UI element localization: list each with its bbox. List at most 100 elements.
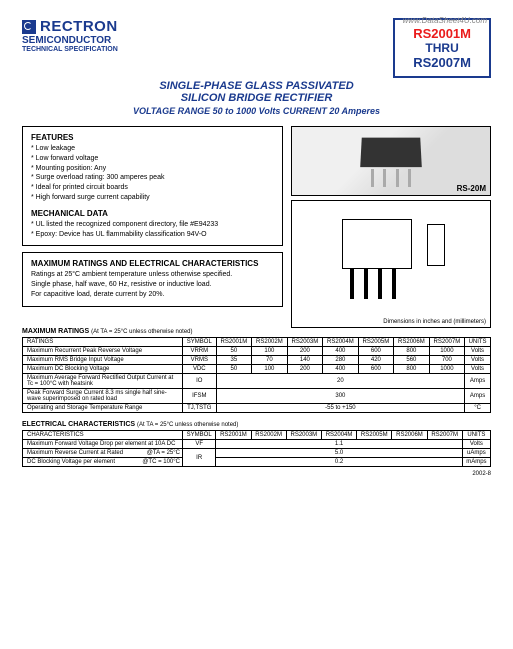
page-container: RECTRON SEMICONDUCTOR TECHNICAL SPECIFIC… xyxy=(0,0,513,495)
value-cell: 140 xyxy=(287,356,323,365)
symbol-cell: VRRM xyxy=(183,347,217,356)
title-line-2: SILICON BRIDGE RECTIFIER xyxy=(22,92,491,104)
table-header: SYMBOL xyxy=(183,338,217,347)
right-column: RS-20M Dimensions in inches and (millime… xyxy=(291,126,491,328)
table-header: RS2002M xyxy=(251,431,286,440)
value-cell: 200 xyxy=(287,347,323,356)
table-header: RS2003M xyxy=(286,431,321,440)
features-title: FEATURES xyxy=(31,133,274,142)
watermark-text: www.DataSheet4U.com xyxy=(403,16,487,25)
table-header: UNITS xyxy=(465,338,491,347)
table-header: RS2003M xyxy=(287,338,323,347)
part-top: RS2001M xyxy=(413,26,471,41)
char-name: Maximum Forward Voltage Drop per element… xyxy=(23,440,183,449)
value-cell: 420 xyxy=(358,356,394,365)
value-cell: 35 xyxy=(216,356,252,365)
feature-item: * Low leakage xyxy=(31,144,274,154)
value-cell: 1000 xyxy=(429,347,465,356)
symbol-cell: TJ,TSTG xyxy=(183,404,217,413)
table-header: UNITS xyxy=(462,431,490,440)
table-header: RS2006M xyxy=(394,338,430,347)
feature-item: * Mounting position: Any xyxy=(31,164,274,174)
value-cell: 200 xyxy=(287,365,323,374)
package-label: RS-20M xyxy=(457,184,486,193)
table-header: RATINGS xyxy=(23,338,183,347)
unit-cell: Volts xyxy=(465,347,491,356)
logo-row: RECTRON xyxy=(22,18,118,35)
value-cell: 700 xyxy=(429,356,465,365)
feature-item: * Surge overload rating: 300 amperes pea… xyxy=(31,173,274,183)
table-header: RS2002M xyxy=(252,338,288,347)
ratings-box: MAXIMUM RATINGS AND ELECTRICAL CHARACTER… xyxy=(22,252,283,306)
table-row: Maximum RMS Bridge Input VoltageVRMS3570… xyxy=(23,356,491,365)
dimension-drawing: Dimensions in inches and (millimeters) xyxy=(291,200,491,328)
left-column: FEATURES * Low leakage* Low forward volt… xyxy=(22,126,283,328)
table-row: Maximum Forward Voltage Drop per element… xyxy=(23,440,491,449)
unit-cell: mAmps xyxy=(462,458,490,467)
part-bot: RS2007M xyxy=(413,55,471,70)
table-row: Maximum Reverse Current at Rated@TA = 25… xyxy=(23,449,491,458)
span-cell: -55 to +150 xyxy=(216,404,465,413)
span-cell: 20 xyxy=(216,374,465,389)
part-mid: THRU xyxy=(413,41,471,55)
rectron-logo-icon xyxy=(22,20,36,34)
table-header: SYMBOL xyxy=(183,431,216,440)
max-ratings-table: RATINGSSYMBOLRS2001MRS2002MRS2003MRS2004… xyxy=(22,337,491,413)
unit-cell: uAmps xyxy=(462,449,490,458)
char-name: DC Blocking Voltage per element@TC = 100… xyxy=(23,458,183,467)
char-name: Maximum Reverse Current at Rated@TA = 25… xyxy=(23,449,183,458)
title-line-3: VOLTAGE RANGE 50 to 1000 Volts CURRENT 2… xyxy=(22,106,491,116)
unit-cell: Amps xyxy=(465,389,491,404)
company-sub: SEMICONDUCTOR xyxy=(22,35,118,46)
max-ratings-note: (At TA = 25°C unless otherwise noted) xyxy=(91,329,192,335)
table-header: RS2007M xyxy=(429,338,465,347)
table-row: Peak Forward Surge Current 8.3 ms single… xyxy=(23,389,491,404)
revision-label: 2002-8 xyxy=(22,471,491,477)
company-name: RECTRON xyxy=(40,18,118,35)
value-cell: 600 xyxy=(358,347,394,356)
logo-block: RECTRON SEMICONDUCTOR TECHNICAL SPECIFIC… xyxy=(22,18,118,53)
max-ratings-section: MAXIMUM RATINGS (At TA = 25°C unless oth… xyxy=(22,328,491,413)
mid-row: FEATURES * Low leakage* Low forward volt… xyxy=(22,126,491,328)
feature-item: * High forward surge current capability xyxy=(31,193,274,203)
ratings-line: Ratings at 25°C ambient temperature unle… xyxy=(31,270,274,280)
table-header: RS2007M xyxy=(427,431,462,440)
unit-cell: °C xyxy=(465,404,491,413)
features-box: FEATURES * Low leakage* Low forward volt… xyxy=(22,126,283,246)
mech-item: * Epoxy: Device has UL flammability clas… xyxy=(31,230,274,240)
rating-name: Maximum Average Forward Rectified Output… xyxy=(23,374,183,389)
header-row: RECTRON SEMICONDUCTOR TECHNICAL SPECIFIC… xyxy=(22,18,491,78)
symbol-cell: IR xyxy=(183,449,216,467)
title-line-1: SINGLE-PHASE GLASS PASSIVATED xyxy=(22,80,491,92)
span-cell: 0.2 xyxy=(216,458,462,467)
title-block: SINGLE-PHASE GLASS PASSIVATED SILICON BR… xyxy=(22,80,491,116)
dimension-caption: Dimensions in inches and (millimeters) xyxy=(383,319,486,325)
elec-char-section: ELECTRICAL CHARACTERISTICS (At TA = 25°C… xyxy=(22,421,491,467)
table-header: RS2001M xyxy=(216,431,251,440)
table-header: RS2001M xyxy=(216,338,252,347)
value-cell: 280 xyxy=(323,356,359,365)
table-header: RS2005M xyxy=(357,431,392,440)
value-cell: 560 xyxy=(394,356,430,365)
span-cell: 1.1 xyxy=(216,440,462,449)
table-row: Maximum Recurrent Peak Reverse VoltageVR… xyxy=(23,347,491,356)
rating-name: Maximum Recurrent Peak Reverse Voltage xyxy=(23,347,183,356)
table-header: RS2004M xyxy=(321,431,356,440)
package-image: RS-20M xyxy=(291,126,491,196)
value-cell: 400 xyxy=(323,347,359,356)
table-row: Operating and Storage Temperature RangeT… xyxy=(23,404,491,413)
symbol-cell: VDC xyxy=(183,365,217,374)
mech-title: MECHANICAL DATA xyxy=(31,209,274,218)
value-cell: 800 xyxy=(394,347,430,356)
rating-name: Operating and Storage Temperature Range xyxy=(23,404,183,413)
value-cell: 50 xyxy=(216,365,252,374)
elec-note: (At TA = 25°C unless otherwise noted) xyxy=(137,422,238,428)
table-header: RS2006M xyxy=(392,431,427,440)
value-cell: 800 xyxy=(394,365,430,374)
value-cell: 100 xyxy=(252,347,288,356)
value-cell: 600 xyxy=(358,365,394,374)
symbol-cell: IFSM xyxy=(183,389,217,404)
feature-item: * Low forward voltage xyxy=(31,154,274,164)
part-number-box: RS2001M THRU RS2007M xyxy=(393,18,491,78)
ratings-line: For capacitive load, derate current by 2… xyxy=(31,290,274,300)
